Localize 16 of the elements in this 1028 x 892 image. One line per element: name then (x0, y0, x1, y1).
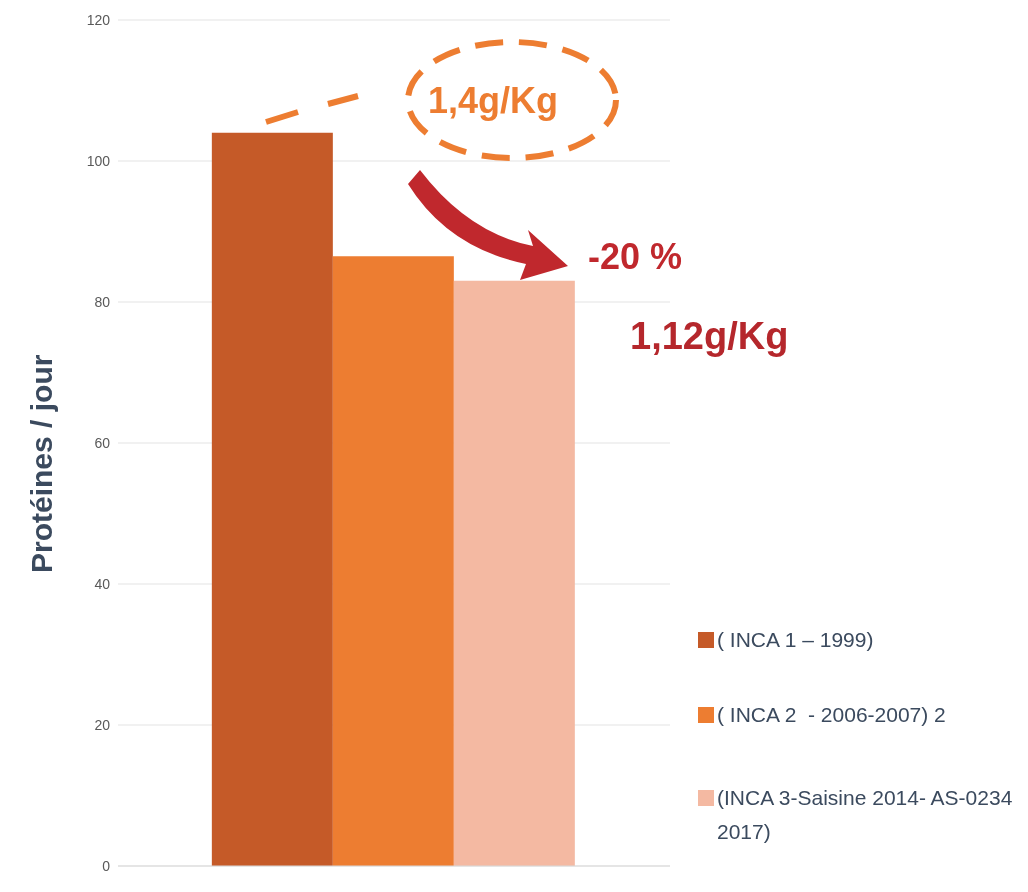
legend-label: ( INCA 2 - 2006-2007) 2 (717, 702, 946, 728)
y-axis-title: Protéines / jour (24, 354, 58, 573)
y-tick-label: 80 (94, 293, 111, 310)
y-tick-label: 0 (102, 857, 111, 874)
bar (332, 256, 454, 866)
y-tick-label: 120 (86, 11, 111, 28)
y-tick-label: 100 (86, 152, 111, 169)
y-tick-label: 60 (94, 434, 111, 451)
y-tick-label: 40 (94, 575, 111, 592)
annotation: -20 % (588, 236, 683, 278)
annotation: 1,12g/Kg (630, 315, 789, 358)
legend-label: (INCA 3-Saisine 2014- AS-0234 2017) (717, 785, 1014, 845)
annotation: 1,4g/Kg (428, 80, 559, 122)
y-tick-label: 20 (94, 716, 111, 733)
legend-label: ( INCA 1 – 1999) (717, 627, 874, 653)
bar (211, 132, 333, 866)
